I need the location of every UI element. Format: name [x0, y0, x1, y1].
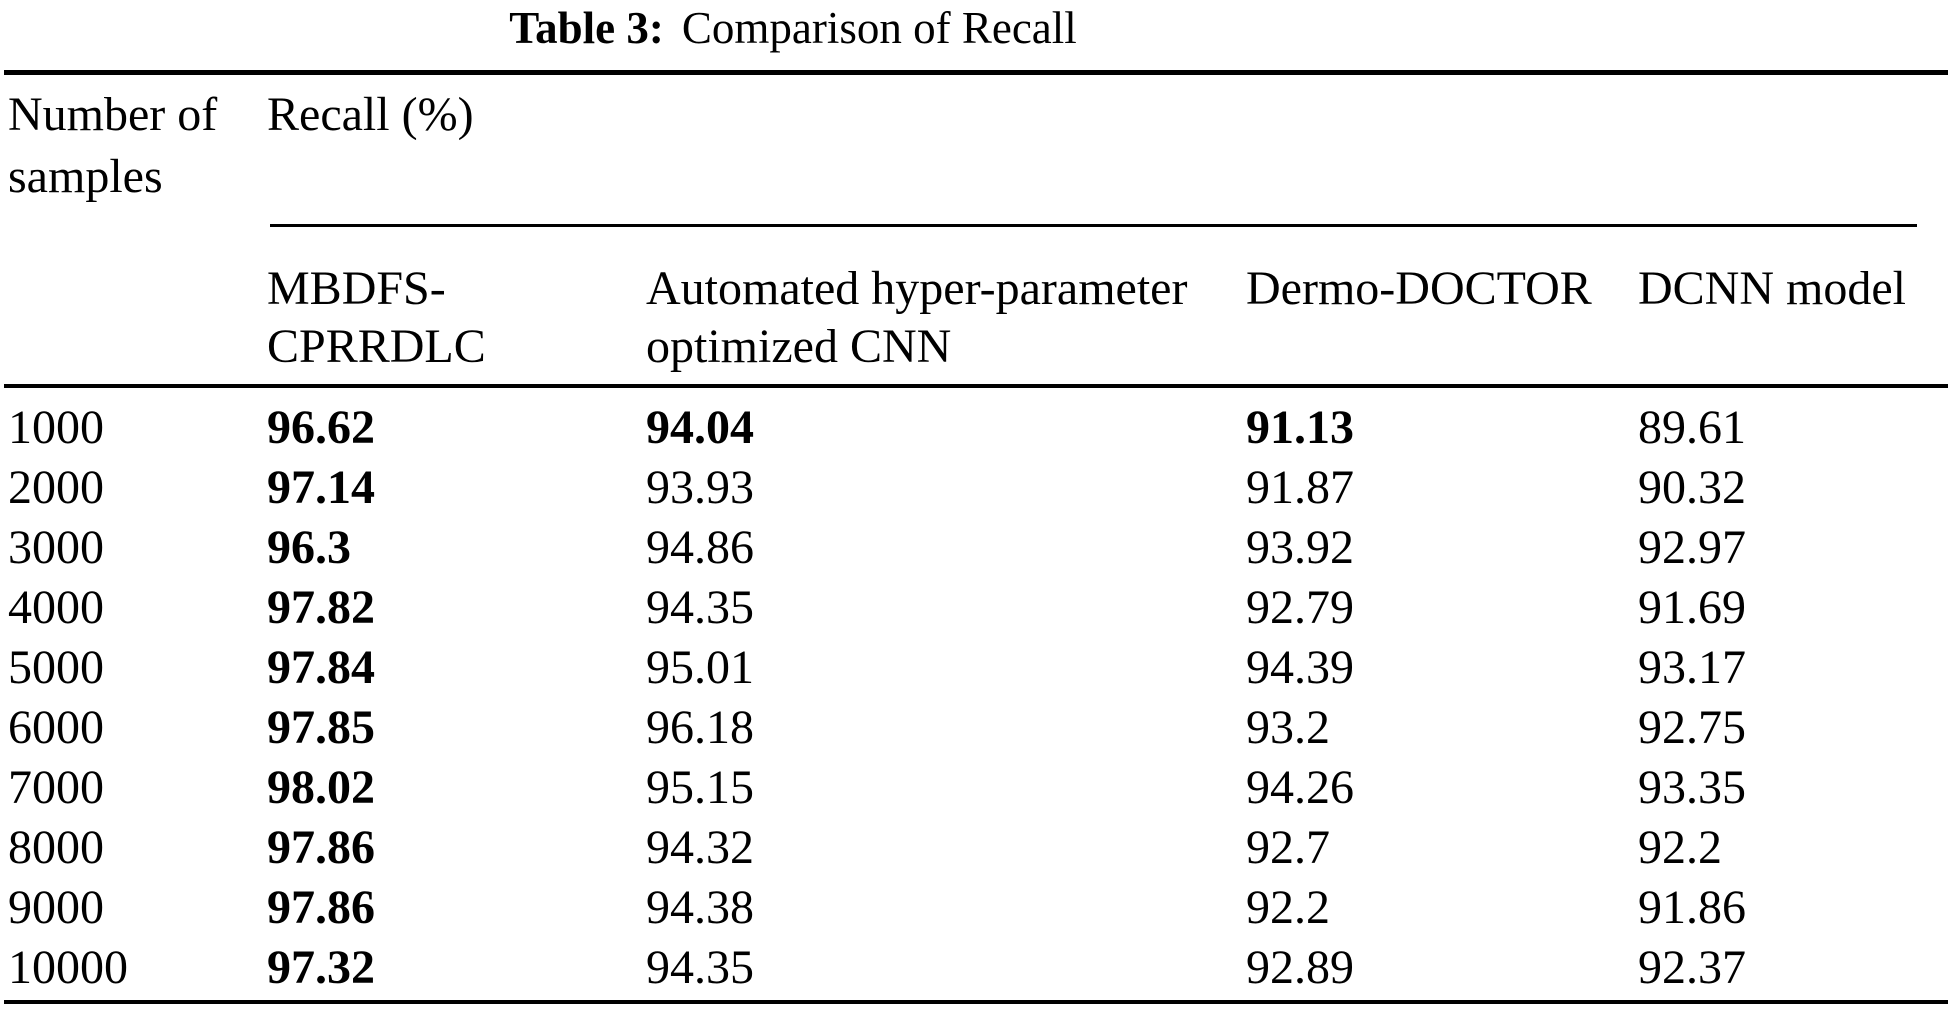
- recall-value: 97.86: [267, 821, 375, 874]
- recall-value: 97.86: [267, 881, 375, 934]
- table-caption-text: Comparison of Recall: [681, 3, 1077, 53]
- table-row: 8000 97.86 94.32 92.7 92.2: [0, 818, 1954, 878]
- table-row: 2000 97.14 93.93 91.87 90.32: [0, 458, 1954, 518]
- recall-value: 92.79: [1246, 581, 1354, 634]
- row-samples-value: 3000: [8, 521, 104, 574]
- table-mid-rule: [4, 384, 1948, 388]
- column-header-mbdfs-cprrdlc: MBDFS- CPRRDLC: [267, 260, 486, 376]
- row-samples-value: 10000: [8, 941, 128, 994]
- table-caption-number: Table 3:: [509, 3, 664, 53]
- table-row: 6000 97.85 96.18 93.2 92.75: [0, 698, 1954, 758]
- recall-value: 91.69: [1638, 581, 1746, 634]
- recall-value: 92.89: [1246, 941, 1354, 994]
- recall-value: 94.35: [646, 941, 754, 994]
- table-row: 3000 96.3 94.86 93.92 92.97: [0, 518, 1954, 578]
- recall-value: 91.86: [1638, 881, 1746, 934]
- recall-value: 95.01: [646, 641, 754, 694]
- column-header-dcnn-model: DCNN model: [1638, 262, 1906, 315]
- table-row: 10000 97.32 94.35 92.89 92.37: [0, 938, 1954, 998]
- table-caption: Table 3: Comparison of Recall: [509, 2, 1077, 54]
- recall-value: 97.14: [267, 461, 375, 514]
- recall-value: 97.32: [267, 941, 375, 994]
- column-header-automated-cnn: Automated hyper-parameter optimized CNN: [646, 260, 1187, 376]
- row-samples-value: 6000: [8, 701, 104, 754]
- column-header-mbdfs-line2: CPRRDLC: [267, 320, 486, 373]
- recall-value: 92.2: [1246, 881, 1330, 934]
- column-header-dermo-doctor: Dermo-DOCTOR: [1246, 262, 1592, 315]
- column-header-samples-line1: Number of: [8, 88, 218, 141]
- recall-value: 98.02: [267, 761, 375, 814]
- recall-value: 96.18: [646, 701, 754, 754]
- group-header-recall: Recall (%): [267, 88, 474, 141]
- row-samples-value: 1000: [8, 401, 104, 454]
- recall-value: 93.2: [1246, 701, 1330, 754]
- table-row: 9000 97.86 94.38 92.2 91.86: [0, 878, 1954, 938]
- recall-value: 92.37: [1638, 941, 1746, 994]
- column-header-samples: Number of samples: [8, 84, 217, 208]
- recall-value: 93.35: [1638, 761, 1746, 814]
- column-header-automated-line2: optimized CNN: [646, 320, 952, 373]
- recall-value: 95.15: [646, 761, 754, 814]
- row-samples-value: 5000: [8, 641, 104, 694]
- recall-value: 94.32: [646, 821, 754, 874]
- recall-value: 90.32: [1638, 461, 1746, 514]
- recall-value: 91.13: [1246, 401, 1354, 454]
- recall-value: 92.7: [1246, 821, 1330, 874]
- recall-group-rule: [270, 224, 1917, 227]
- table-bottom-rule: [4, 1000, 1948, 1004]
- recall-value: 97.85: [267, 701, 375, 754]
- recall-value: 96.3: [267, 521, 351, 574]
- row-samples-value: 7000: [8, 761, 104, 814]
- table-row: 7000 98.02 95.15 94.26 93.35: [0, 758, 1954, 818]
- recall-value: 96.62: [267, 401, 375, 454]
- recall-value: 94.86: [646, 521, 754, 574]
- column-header-automated-line1: Automated hyper-parameter: [646, 262, 1188, 315]
- recall-value: 97.84: [267, 641, 375, 694]
- row-samples-value: 9000: [8, 881, 104, 934]
- row-samples-value: 4000: [8, 581, 104, 634]
- recall-value: 94.04: [646, 401, 754, 454]
- table-row: 5000 97.84 95.01 94.39 93.17: [0, 638, 1954, 698]
- recall-value: 92.97: [1638, 521, 1746, 574]
- recall-value: 92.2: [1638, 821, 1722, 874]
- table-top-rule: [4, 70, 1948, 75]
- row-samples-value: 2000: [8, 461, 104, 514]
- column-header-samples-line2: samples: [8, 150, 163, 203]
- recall-value: 89.61: [1638, 401, 1746, 454]
- row-samples-value: 8000: [8, 821, 104, 874]
- recall-value: 94.35: [646, 581, 754, 634]
- recall-value: 94.39: [1246, 641, 1354, 694]
- recall-value: 97.82: [267, 581, 375, 634]
- recall-value: 93.92: [1246, 521, 1354, 574]
- recall-value: 91.87: [1246, 461, 1354, 514]
- table-row: 1000 96.62 94.04 91.13 89.61: [0, 398, 1954, 458]
- recall-value: 94.26: [1246, 761, 1354, 814]
- recall-value: 92.75: [1638, 701, 1746, 754]
- column-header-mbdfs-line1: MBDFS-: [267, 262, 446, 315]
- recall-value: 94.38: [646, 881, 754, 934]
- table-row: 4000 97.82 94.35 92.79 91.69: [0, 578, 1954, 638]
- recall-value: 93.93: [646, 461, 754, 514]
- recall-value: 93.17: [1638, 641, 1746, 694]
